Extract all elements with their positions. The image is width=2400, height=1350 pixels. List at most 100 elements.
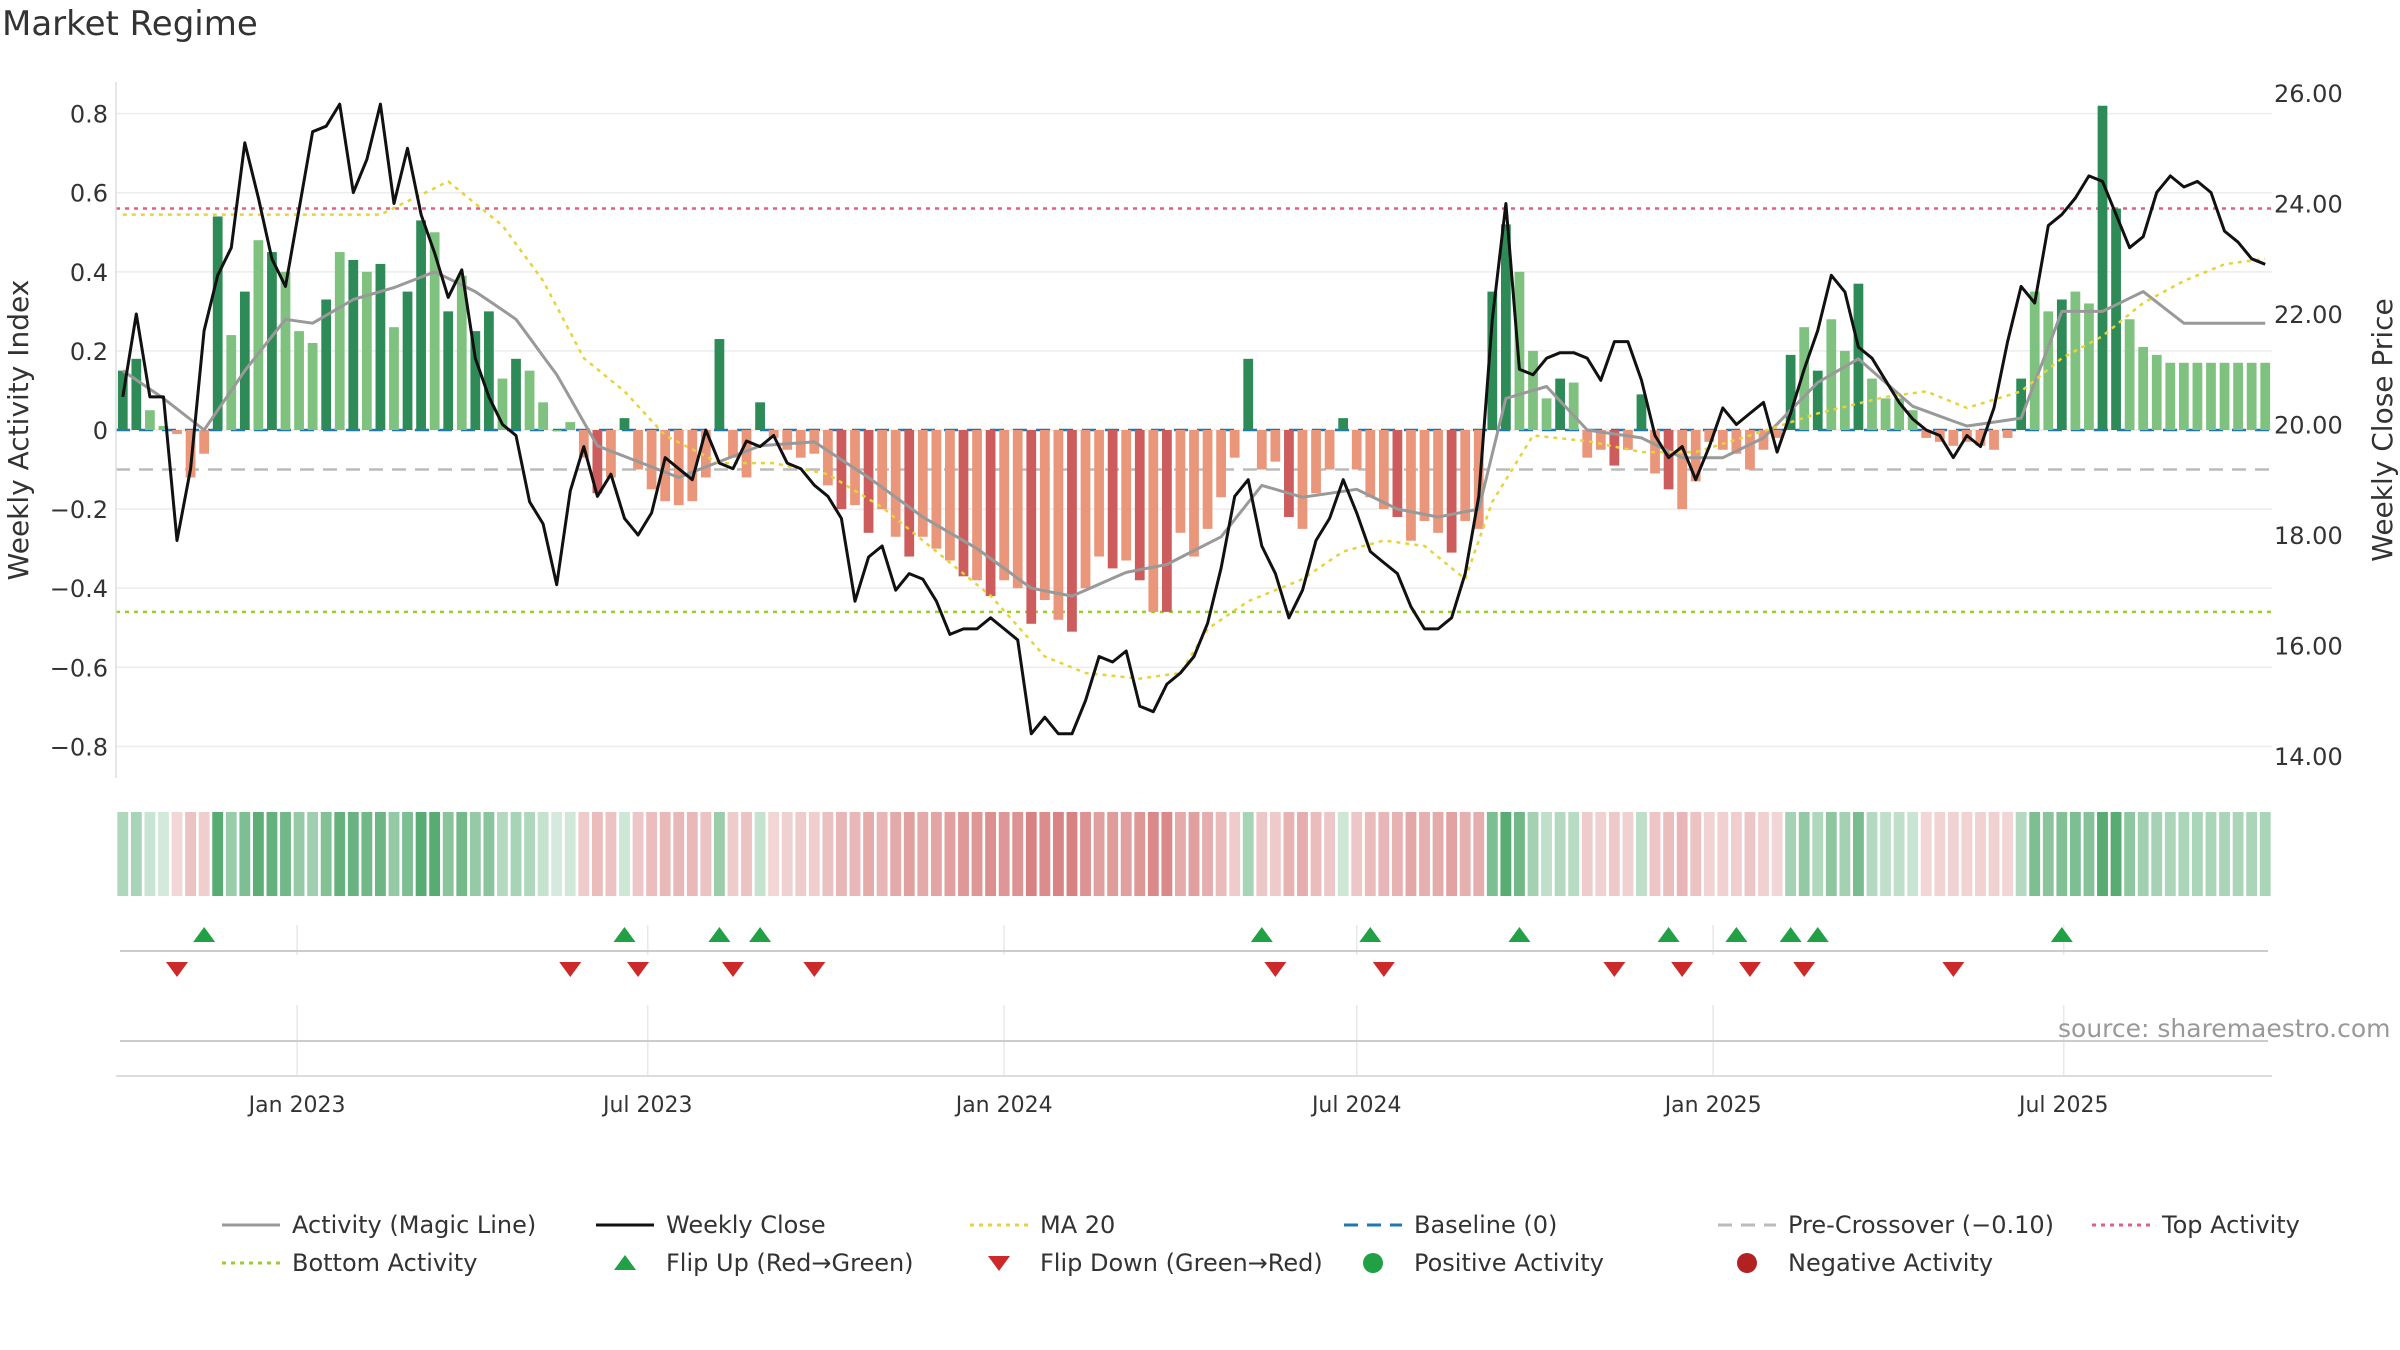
activity-bar: [2124, 319, 2135, 430]
flip-up-marker: [1779, 927, 1802, 942]
activity-bar: [1487, 291, 1498, 430]
flip-down-marker: [1603, 962, 1626, 977]
regime-strip-cell: [185, 812, 197, 896]
activity-bar: [2219, 362, 2230, 430]
regime-strip-cell: [1324, 812, 1336, 896]
activity-bar: [212, 216, 223, 430]
activity-bar: [728, 430, 738, 458]
flip-up-marker: [1508, 927, 1531, 942]
flip-down-marker: [1942, 962, 1965, 977]
activity-bar: [1229, 430, 1240, 458]
y-tick-label-left: −0.6: [50, 654, 108, 682]
regime-strip-cell: [2259, 812, 2271, 896]
activity-bar: [1785, 354, 1796, 430]
flip-down-marker: [1372, 962, 1395, 977]
activity-magic-line: [121, 270, 2266, 598]
activity-bar: [945, 430, 955, 561]
regime-strip-cell: [225, 812, 237, 896]
y-tick-label-right: 18.00: [2274, 522, 2343, 550]
y-tick-label-left: 0.4: [70, 259, 108, 287]
regime-strip-cell: [171, 812, 183, 896]
regime-strip-cell: [537, 812, 549, 896]
regime-strip-cell: [2232, 812, 2244, 896]
regime-strip-cell: [1920, 812, 1932, 896]
activity-bar: [1460, 430, 1471, 521]
regime-strip-cell: [795, 812, 807, 896]
activity-bar: [239, 291, 250, 430]
activity-bar: [1921, 430, 1932, 438]
regime-strip-cell: [144, 812, 156, 896]
activity-bar: [1772, 430, 1782, 438]
activity-bar: [1175, 430, 1186, 533]
y-tick-label-left: −0.2: [50, 496, 108, 524]
activity-bar: [1270, 430, 1281, 462]
regime-strip-cell: [2219, 812, 2230, 896]
regime-strip-cell: [1256, 812, 1268, 896]
regime-strip-cell: [2069, 812, 2081, 896]
activity-bar: [280, 271, 291, 430]
activity-bar: [1216, 430, 1227, 498]
regime-strip-cell: [1391, 812, 1403, 896]
regime-strip-cell: [768, 812, 780, 896]
regime-strip-cell: [1378, 812, 1390, 896]
activity-bar: [877, 430, 888, 510]
regime-strip-cell: [822, 812, 834, 896]
regime-strip-cell: [741, 812, 752, 896]
activity-bar: [958, 430, 969, 577]
y-tick-label-left: −0.4: [50, 575, 108, 603]
activity-bar: [578, 430, 589, 458]
activity-bar: [931, 430, 942, 549]
regime-strip-cell: [280, 812, 291, 896]
activity-bar: [1392, 430, 1403, 517]
activity-bar: [1053, 430, 1064, 620]
activity-bar: [2002, 430, 2013, 438]
regime-strip-cell: [713, 812, 725, 896]
y-tick-label-right: 22.00: [2274, 301, 2343, 329]
regime-strip-cell: [944, 812, 956, 896]
flip-up-marker: [193, 927, 216, 942]
y-tick-label-left: 0.2: [70, 338, 108, 366]
activity-bar: [172, 430, 182, 434]
regime-strip-cell: [659, 812, 671, 896]
activity-bar: [1433, 430, 1443, 533]
regime-strip-cell: [1188, 812, 1200, 896]
regime-strip-cell: [1514, 812, 1525, 896]
regime-strip-cell: [1839, 812, 1851, 896]
regime-strip-cell: [1066, 812, 1078, 896]
activity-bars: [117, 105, 2271, 632]
regime-strip-cell: [917, 812, 929, 896]
regime-strip-cell: [2124, 812, 2136, 896]
regime-strip-cell: [1825, 812, 1837, 896]
axes: 0.8 0.6 0.4 0.2 0 −0.2 −0.4 −0.6 −0.8 26.00 24.00 2…: [50, 80, 2343, 1118]
flip-up-marker: [1725, 927, 1748, 942]
regime-strip-cell: [1459, 812, 1471, 896]
regime-strip-cell: [808, 812, 820, 896]
activity-bar: [416, 220, 426, 430]
regime-strip-cell: [1568, 812, 1580, 896]
activity-bar: [768, 430, 779, 438]
x-tick-label: Jan 2023: [247, 1093, 346, 1118]
regime-strip-cell: [1785, 812, 1797, 896]
activity-bar: [1134, 430, 1145, 581]
activity-bar: [2097, 105, 2108, 431]
activity-bar: [443, 311, 454, 430]
regime-strip-cell: [266, 812, 278, 896]
regime-strip-cell: [2029, 812, 2041, 896]
regime-strip-cell: [483, 812, 495, 896]
activity-bar: [348, 259, 359, 430]
activity-bar: [1758, 430, 1769, 450]
y-tick-label-left: 0: [93, 417, 108, 445]
activity-bar: [1609, 430, 1620, 466]
regime-strip-cell: [1608, 812, 1620, 896]
x-tick-label: Jan 2024: [954, 1093, 1053, 1118]
activity-bar: [1568, 382, 1579, 430]
regime-strip-cell: [1432, 812, 1444, 896]
activity-bar: [2192, 362, 2203, 430]
flip-down-marker: [627, 962, 650, 977]
regime-strip-cell: [1730, 812, 1742, 896]
activity-bar: [1026, 430, 1037, 624]
activity-bar: [511, 358, 521, 430]
activity-bar: [890, 430, 901, 537]
regime-strip-cell: [456, 812, 468, 896]
activity-bar: [2260, 362, 2271, 430]
